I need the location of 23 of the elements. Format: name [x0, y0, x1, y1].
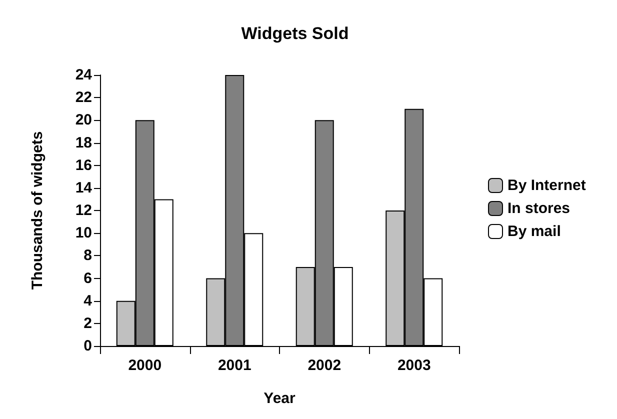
- y-tick-label: 0: [84, 338, 92, 354]
- y-tick-label: 8: [84, 247, 92, 264]
- x-tick-label: 2000: [128, 357, 162, 374]
- y-tick-label: 22: [75, 89, 92, 106]
- y-tick-label: 10: [75, 224, 92, 242]
- legend-label: By mail: [508, 223, 561, 240]
- y-tick-label: 6: [84, 270, 92, 287]
- x-tick-label: 2002: [308, 357, 342, 374]
- y-tick-label: 4: [84, 292, 93, 310]
- legend-label: By Internet: [508, 177, 586, 194]
- y-tick-label: 14: [75, 179, 93, 196]
- y-tick-label: 2: [84, 314, 92, 332]
- x-tick-label: 2003: [397, 357, 431, 374]
- y-tick-label: 18: [75, 134, 92, 152]
- x-tick-label: 2001: [218, 357, 252, 374]
- chart-title: Widgets Sold: [241, 24, 349, 43]
- y-axis-title: Thousands of widgets: [29, 131, 46, 290]
- y-tick-label: 12: [75, 202, 92, 219]
- legend-label: In stores: [508, 200, 570, 217]
- y-tick-label: 16: [75, 156, 92, 174]
- y-tick-label: 24: [75, 66, 93, 84]
- x-axis-title: Year: [264, 390, 296, 407]
- y-tick-label: 20: [75, 112, 92, 129]
